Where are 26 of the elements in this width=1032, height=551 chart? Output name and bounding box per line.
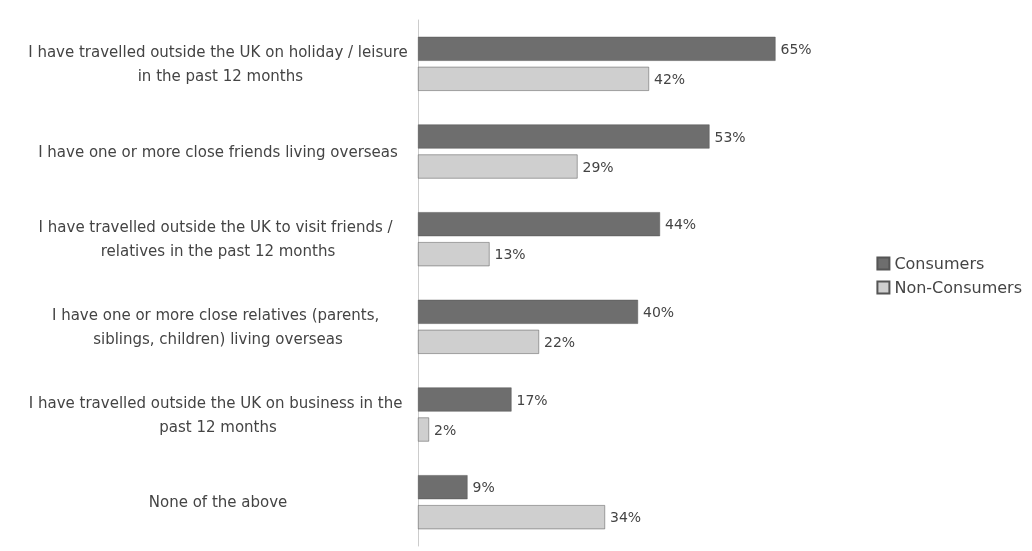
bar [418,212,660,237]
y-tick-label: I have travelled outside the UK to visit friends / relatives in the past 12 months [38,218,398,261]
bar [418,475,468,500]
data-label: 44% [665,216,697,233]
y-tick-label: I have travelled outside the UK on business in the past 12 months [28,393,408,436]
data-label: 34% [610,509,642,526]
data-label: 13% [494,246,526,263]
legend-label: Non-Consumers [894,278,1022,297]
data-label: 22% [544,333,576,350]
y-tick-label: I have one or more close friends living overseas [38,142,399,161]
bar [418,387,512,412]
legend-label: Consumers [894,254,985,273]
data-label: 9% [472,479,495,496]
bar [418,36,776,61]
bar [418,124,710,149]
data-label: 2% [434,421,457,438]
data-label: 53% [714,128,746,145]
data-label: 17% [516,391,548,408]
data-label: 65% [780,40,812,57]
y-tick-label: I have travelled outside the UK on holiday / leisure in the past 12 months [28,42,408,85]
y-tick-label: None of the above [148,493,288,512]
data-label: 29% [582,158,614,175]
y-tick-label: I have one or more close relatives (parents, siblings, children) living overseas [51,305,385,348]
data-label: 42% [654,70,686,87]
data-label: 40% [643,303,675,320]
bar [418,299,638,324]
